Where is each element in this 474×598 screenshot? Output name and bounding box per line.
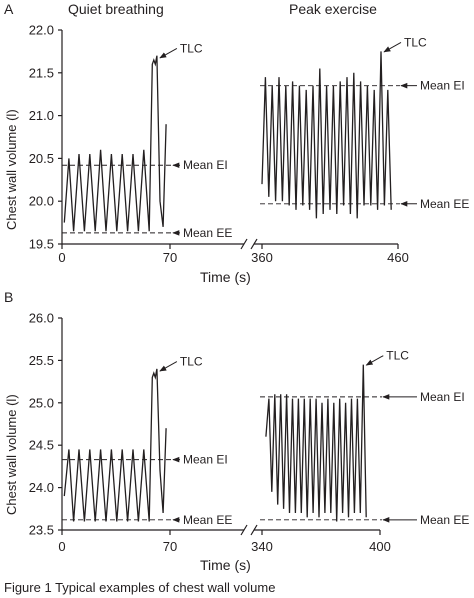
- volume-trace: [63, 55, 167, 232]
- mean-label: Mean EE: [420, 513, 469, 527]
- x-tick-label: 0: [58, 250, 65, 265]
- mean-label: Mean EE: [183, 513, 232, 527]
- x-tick-label: 400: [369, 539, 391, 554]
- segment-quiet-breathing: 0 70 Mean EI Mean EE TLC: [58, 41, 232, 265]
- y-tick-label: 21.0: [29, 108, 54, 123]
- x-axis-label-b: Time (s): [200, 557, 251, 573]
- y-tick-label: 25.5: [29, 353, 54, 368]
- axis-break-mark: [240, 238, 248, 250]
- segment-peak-exercise: 340 400 Mean EI Mean EE TLC: [251, 349, 469, 554]
- axis-break-mark: [250, 524, 258, 536]
- tlc-label: TLC: [404, 35, 427, 49]
- tlc-arrow: [159, 361, 178, 372]
- y-tick-label: 24.5: [29, 438, 54, 453]
- x-tick-label: 460: [387, 250, 409, 265]
- panel-a: 19.5 20.0 20.5 21.0 21.5 22.0 0 70 Mean EI Mean E…: [29, 23, 470, 266]
- y-tick-label: 20.5: [29, 151, 54, 166]
- y-tick-label: 19.5: [29, 237, 54, 252]
- segment-peak-exercise: 360 460 Mean EI Mean EE TLC: [251, 35, 469, 265]
- y-tick-label: 20.0: [29, 194, 54, 209]
- y-axis-label-b: Chest wall volume (l): [4, 394, 19, 515]
- volume-trace: [265, 364, 367, 522]
- plots: 19.5 20.0 20.5 21.0 21.5 22.0 0 70 Mean EI Mean E…: [29, 23, 470, 555]
- panel-label-a: A: [4, 1, 14, 17]
- figure-caption: Figure 1 Typical examples of chest wall …: [4, 580, 275, 595]
- x-tick-label: 70: [163, 250, 177, 265]
- segment-quiet-breathing: 0 70 Mean EI Mean EE TLC: [58, 355, 232, 554]
- panel-label-b: B: [4, 289, 13, 305]
- y-tick-label: 22.0: [29, 23, 54, 38]
- x-tick-label: 340: [251, 539, 273, 554]
- volume-trace: [63, 368, 167, 522]
- tlc-arrow: [383, 41, 402, 53]
- axis-break-mark: [240, 524, 248, 536]
- y-tick-label: 26.0: [29, 311, 54, 326]
- x-tick-label: 0: [58, 539, 65, 554]
- axis-break-mark: [250, 238, 258, 250]
- y-tick-label: 25.0: [29, 395, 54, 410]
- mean-label: Mean EI: [183, 453, 228, 467]
- title-quiet-breathing: Quiet breathing: [68, 1, 164, 17]
- tlc-label: TLC: [180, 355, 203, 369]
- panel-b: 23.5 24.0 24.5 25.0 25.5 26.0 0 70 Mean EI Mean E…: [29, 311, 470, 555]
- tlc-label: TLC: [180, 41, 203, 55]
- mean-label: Mean EI: [183, 158, 228, 172]
- y-tick-label: 24.0: [29, 480, 54, 495]
- y-tick-label: 21.5: [29, 65, 54, 80]
- volume-trace: [261, 51, 392, 219]
- tlc-label: TLC: [386, 349, 409, 363]
- y-axis-label-a: Chest wall volume (l): [4, 109, 19, 230]
- x-tick-label: 70: [163, 539, 177, 554]
- title-peak-exercise: Peak exercise: [289, 1, 377, 17]
- mean-label: Mean EI: [420, 390, 465, 404]
- y-tick-label: 23.5: [29, 523, 54, 538]
- mean-label: Mean EE: [420, 197, 469, 211]
- x-axis-label-a: Time (s): [200, 269, 251, 285]
- mean-label: Mean EI: [420, 79, 465, 93]
- x-tick-label: 360: [251, 250, 273, 265]
- tlc-arrow: [159, 47, 178, 59]
- tlc-arrow: [365, 355, 384, 366]
- mean-label: Mean EE: [183, 226, 232, 240]
